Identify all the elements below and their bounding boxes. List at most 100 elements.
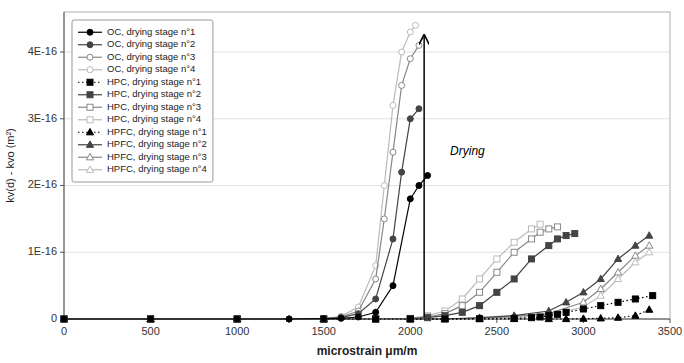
series-line [64,224,540,319]
data-point [61,316,67,322]
legend-label: OC, drying stage n°2 [107,38,195,49]
series-line [64,234,575,319]
data-point [60,315,67,321]
y-tick-label: 1E-16 [28,245,57,257]
data-point [148,316,154,322]
series-line [64,236,649,319]
series [60,306,652,322]
data-point [563,299,570,305]
data-point [61,316,67,322]
data-point [60,315,67,321]
y-tick-label: 0 [51,312,57,324]
data-point [632,252,639,258]
data-point [511,276,517,282]
data-point [511,239,517,245]
y-tick-label: 2E-16 [28,178,57,190]
data-point [390,102,396,108]
data-point [425,315,431,321]
data-point [477,316,483,322]
data-point [234,315,241,321]
y-tick [60,118,64,119]
data-point [407,316,413,322]
data-point [407,315,414,321]
y-tick [60,252,64,253]
annotation-text: Drying [450,144,485,158]
legend-swatch-marker [86,141,93,147]
data-point [494,269,500,275]
data-point [234,316,240,322]
data-point [650,293,656,299]
x-tick-label: 500 [141,325,159,337]
data-point [554,311,560,317]
data-point [646,232,653,238]
x-tick [670,319,671,323]
data-point [614,314,621,320]
data-point [597,275,604,281]
data-point [407,29,413,35]
data-point [321,316,327,322]
data-point [148,316,154,322]
legend-label: OC, drying stage n°3 [107,51,195,62]
legend-label: OC, drying stage n°1 [107,26,195,37]
data-point [399,49,405,55]
data-point [459,303,465,309]
data-point [646,248,653,254]
data-point [234,316,240,322]
data-point [614,268,621,274]
data-point [459,296,465,302]
x-tick-label: 3000 [571,325,595,337]
legend-box [72,20,213,182]
data-point [61,316,67,322]
legend-label: HPC, drying stage n°2 [107,88,201,99]
data-point [147,315,154,321]
data-point [148,316,154,322]
series-line [64,25,415,319]
data-point [407,56,413,62]
data-point [286,316,292,322]
data-point [234,316,240,322]
legend-label: HPFC, drying stage n°1 [107,126,207,137]
x-tick-label: 2000 [398,325,422,337]
data-point [148,316,154,322]
data-point [554,224,560,230]
grid [64,52,670,319]
data-point [646,242,653,248]
data-point [407,315,413,321]
data-point [598,303,604,309]
data-point [407,316,413,322]
x-tick-label: 1500 [311,325,335,337]
data-point [399,82,405,88]
data-point [511,249,517,255]
data-point [234,316,240,322]
data-point [234,315,241,321]
data-point [528,256,534,262]
data-point [390,283,396,289]
series-line [64,296,653,319]
series [61,224,560,322]
data-point [528,226,534,232]
data-point [476,315,483,321]
series-line [64,176,428,319]
data-point [147,315,154,321]
data-point [390,149,396,155]
grid-line [64,185,670,186]
x-tick-label: 3500 [658,325,682,337]
series [61,231,578,322]
y-tick [60,52,64,53]
data-point [399,169,405,175]
data-point [580,306,586,312]
data-point [580,315,587,321]
legend-swatch-marker [87,79,93,85]
data-point [148,316,154,322]
data-point [407,315,414,321]
data-point [61,316,67,322]
data-point [147,315,154,321]
data-point [459,309,465,315]
legend-swatch-marker [87,92,93,98]
data-point [61,316,67,322]
series [61,22,418,322]
series [61,221,543,322]
legend: OC, drying stage n°1OC, drying stage n°2… [72,20,213,182]
data-point [597,292,604,298]
data-point [234,316,240,322]
